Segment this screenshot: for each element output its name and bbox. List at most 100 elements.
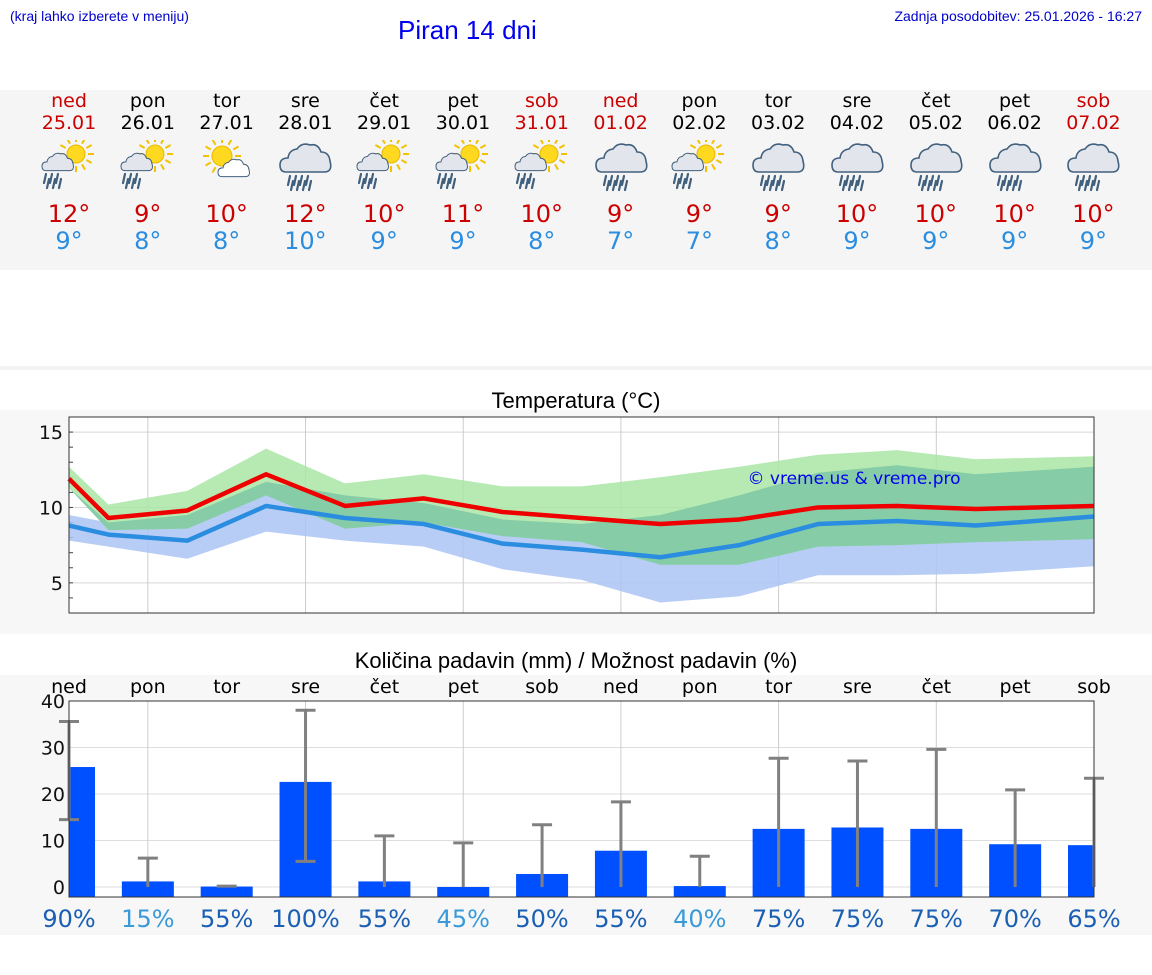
cloud-rain-icon <box>594 143 648 192</box>
temp-max: 10° <box>993 200 1036 228</box>
rain-drop <box>932 179 937 192</box>
rain-drop <box>42 172 48 185</box>
cloud-body <box>514 152 547 172</box>
day-date: 04.02 <box>829 112 885 134</box>
rain-drop <box>688 177 693 190</box>
rain-drop <box>133 172 138 185</box>
sun-ray <box>453 144 461 149</box>
cloud-body <box>909 143 963 173</box>
x-category-label: tor <box>213 676 240 698</box>
cloud-shape <box>279 143 332 173</box>
rain-drop <box>926 179 931 192</box>
sun-cloud-rain-icon <box>671 140 725 190</box>
rain-drop <box>45 177 51 190</box>
cloud-shape <box>514 152 547 172</box>
sun-ray <box>145 140 150 145</box>
sun-ray <box>553 140 559 145</box>
cloud-shape <box>831 143 884 173</box>
rain-drop <box>676 177 681 190</box>
sun-cloud-rain-icon <box>435 140 488 190</box>
rain-drop <box>1090 179 1095 192</box>
cloud-body <box>1067 143 1120 173</box>
sun-ray <box>204 145 211 151</box>
rain-drops <box>760 174 786 192</box>
sun-disc <box>539 144 559 164</box>
temp-min: 9° <box>1000 227 1029 255</box>
rain-drop <box>451 177 457 190</box>
plot-frame <box>68 416 1095 614</box>
cloud-body <box>671 152 705 172</box>
day-date: 02.02 <box>672 112 727 134</box>
y-tick-label: 20 <box>41 784 65 806</box>
rain-drop <box>1084 179 1089 192</box>
rain-drop <box>290 179 295 192</box>
cloud-shape <box>594 143 648 173</box>
sun-ray <box>690 144 697 149</box>
cloud-rain-icon <box>988 143 1042 192</box>
temp-min: 7° <box>606 227 635 255</box>
rain-drop <box>763 179 768 192</box>
temp-min: 8° <box>528 227 556 255</box>
page-title: Piran 14 dni <box>398 15 537 45</box>
region-hint[interactable]: (kraj lahko izberete v meniju) <box>10 8 189 24</box>
overlap-band <box>69 465 1094 565</box>
rain-drop <box>917 174 922 187</box>
temp-max: 10° <box>835 200 879 228</box>
day-name: čet <box>369 90 399 112</box>
cloud-body <box>41 152 74 172</box>
precip-probability: 75% <box>910 905 963 933</box>
rain-drop <box>1017 179 1022 192</box>
rain-drop <box>929 174 934 187</box>
temp-min: 10° <box>284 227 327 255</box>
temp-max: 12° <box>284 200 327 228</box>
rain-drop <box>996 174 1001 187</box>
rain-drop <box>1087 174 1092 187</box>
cloud-body <box>831 143 884 173</box>
sun-ray <box>211 166 216 173</box>
y-tick-label: 10 <box>41 831 65 853</box>
rain-drop <box>136 177 141 190</box>
y-tick-label: 0 <box>53 877 65 899</box>
cloud-rain-icon <box>279 143 332 192</box>
rain-drops <box>602 174 628 192</box>
precip-probability: 75% <box>752 905 805 933</box>
cloud-body <box>752 143 805 173</box>
temp-min: 9° <box>370 227 398 255</box>
sun-cloud-rain-icon <box>120 140 173 190</box>
precip-probability: 55% <box>594 905 647 933</box>
sun-ray <box>375 144 382 149</box>
x-category-label: čet <box>922 676 952 698</box>
day-name: sob <box>1076 90 1111 112</box>
rain-drop <box>781 179 786 192</box>
y-tick-label: 10 <box>39 497 63 519</box>
rain-drop <box>57 177 63 190</box>
day-date: 05.02 <box>908 112 963 134</box>
temp-max: 10° <box>362 200 406 228</box>
day-name: tor <box>764 90 792 112</box>
rain-drop <box>1002 174 1007 187</box>
rain-drop <box>1011 179 1016 192</box>
temp-min: 8° <box>134 227 162 255</box>
sun-ray <box>711 163 717 171</box>
day-name: ned <box>51 90 87 112</box>
day-date: 30.01 <box>435 112 491 134</box>
cloud-shape <box>671 152 705 172</box>
sun-ray <box>558 159 565 164</box>
rain-drop <box>445 177 451 190</box>
rain-drop <box>679 172 684 185</box>
x-category-label: sre <box>843 676 872 698</box>
watermark: © vreme.us & vreme.pro <box>747 469 960 489</box>
x-category-label: ned <box>51 676 87 698</box>
precip-probability: 55% <box>358 905 411 933</box>
y-tick-label: 5 <box>51 573 63 595</box>
rain-drops <box>121 172 141 190</box>
sun-ray <box>232 145 239 151</box>
sun-cloud-icon <box>202 140 250 178</box>
sun-ray <box>381 140 387 145</box>
rain-drops <box>515 172 535 190</box>
rain-drop <box>999 179 1004 192</box>
rain-drop <box>436 172 442 185</box>
rain-drop <box>448 172 454 185</box>
rain-drops <box>287 174 313 192</box>
rain-drop <box>614 174 619 187</box>
